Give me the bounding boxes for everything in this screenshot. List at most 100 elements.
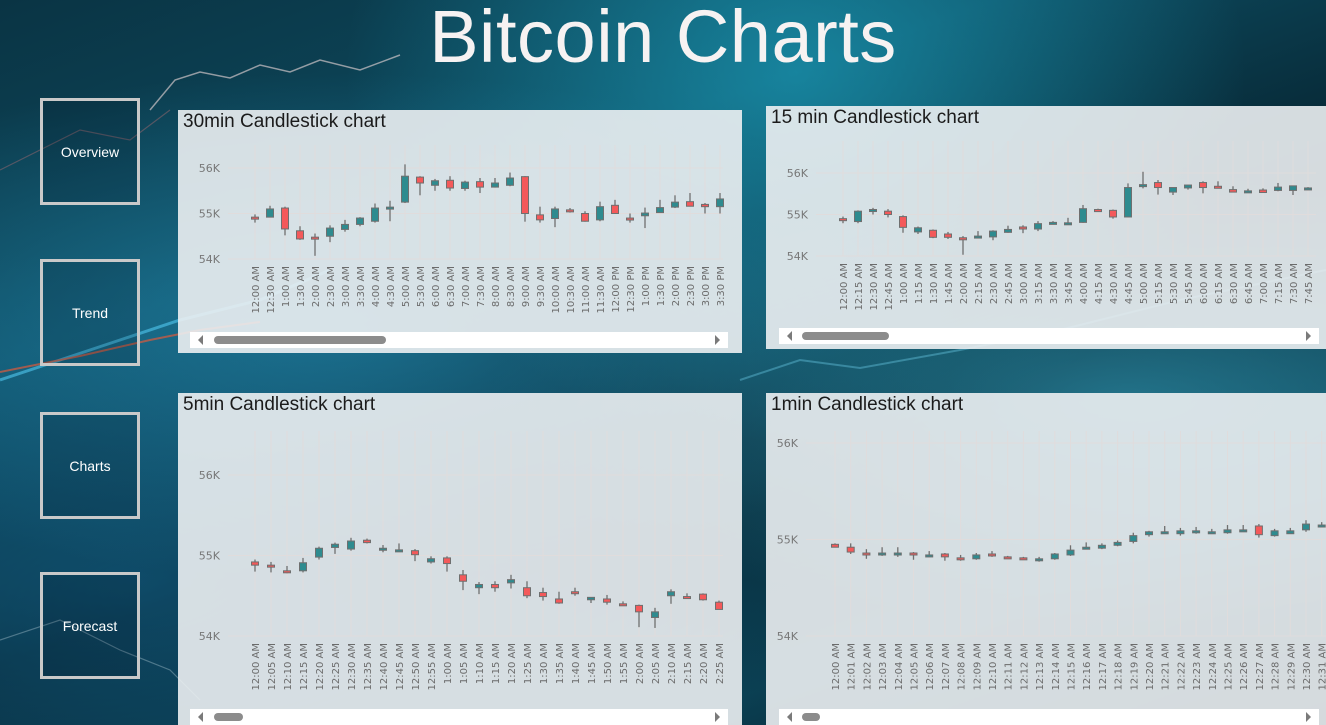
candle bbox=[1274, 186, 1282, 191]
svg-text:12:45 AM: 12:45 AM bbox=[884, 263, 895, 310]
candlestick-chart-15min[interactable]: 54K 55K 56K 12:00 AM 12:15 AM 12:30 AM 12:45 A… bbox=[766, 106, 1326, 349]
candle bbox=[427, 558, 435, 563]
candle bbox=[839, 218, 847, 222]
svg-text:55K: 55K bbox=[787, 209, 809, 222]
candle bbox=[401, 175, 409, 203]
candle bbox=[716, 198, 724, 208]
candlestick-chart-5min[interactable]: 54K 55K 56K 12:00 AM 12:05 AM 12:10 AM 12:15 A… bbox=[178, 393, 742, 725]
candle bbox=[656, 207, 664, 214]
chart-panel-1min: 54K 55K 56K 12:00 AM 12:01 AM 12:02 AM 12:03 A… bbox=[766, 393, 1326, 725]
horizontal-scrollbar[interactable] bbox=[779, 328, 1319, 344]
svg-text:1:00 AM: 1:00 AM bbox=[281, 266, 292, 307]
svg-text:4:00 AM: 4:00 AM bbox=[371, 266, 382, 307]
nav-button-trend[interactable]: Trend bbox=[40, 259, 140, 366]
svg-text:12:55 AM: 12:55 AM bbox=[427, 643, 438, 690]
horizontal-scrollbar[interactable] bbox=[190, 332, 728, 348]
candle bbox=[854, 210, 862, 223]
svg-text:1:10 AM: 1:10 AM bbox=[475, 643, 486, 684]
svg-text:12:16 AM: 12:16 AM bbox=[1082, 643, 1093, 690]
candle bbox=[1259, 189, 1267, 194]
candle bbox=[411, 550, 419, 556]
svg-text:12:30 PM: 12:30 PM bbox=[626, 266, 637, 313]
candle bbox=[581, 213, 589, 222]
horizontal-scrollbar[interactable] bbox=[190, 709, 728, 725]
candle bbox=[379, 547, 387, 551]
horizontal-scrollbar[interactable] bbox=[779, 709, 1319, 725]
scroll-right-icon[interactable] bbox=[1306, 712, 1311, 722]
candle bbox=[893, 552, 902, 556]
candle bbox=[476, 181, 484, 188]
svg-text:2:30 PM: 2:30 PM bbox=[686, 266, 697, 306]
candle bbox=[1286, 530, 1295, 535]
candle bbox=[1270, 530, 1279, 537]
candle bbox=[603, 598, 611, 603]
candle bbox=[523, 587, 531, 597]
nav-button-overview[interactable]: Overview bbox=[40, 98, 140, 205]
candle bbox=[416, 176, 424, 184]
candle bbox=[507, 579, 515, 584]
svg-text:12:30 AM: 12:30 AM bbox=[869, 263, 880, 310]
scroll-left-icon[interactable] bbox=[787, 331, 792, 341]
scroll-left-icon[interactable] bbox=[198, 712, 203, 722]
scroll-thumb[interactable] bbox=[214, 713, 243, 721]
candle bbox=[267, 564, 275, 568]
candle bbox=[1145, 531, 1153, 536]
svg-text:2:00 PM: 2:00 PM bbox=[671, 266, 682, 306]
svg-text:2:20 AM: 2:20 AM bbox=[699, 643, 710, 684]
candle bbox=[899, 216, 907, 228]
candle bbox=[1049, 221, 1057, 225]
scroll-thumb[interactable] bbox=[802, 713, 820, 721]
scroll-left-icon[interactable] bbox=[198, 335, 203, 345]
candle bbox=[251, 561, 259, 566]
candle bbox=[459, 574, 467, 582]
svg-text:3:30 AM: 3:30 AM bbox=[356, 266, 367, 307]
svg-text:54K: 54K bbox=[199, 630, 221, 643]
svg-text:10:00 AM: 10:00 AM bbox=[551, 266, 562, 313]
chart-title: 30min Candlestick chart bbox=[183, 111, 386, 132]
svg-text:12:45 AM: 12:45 AM bbox=[395, 643, 406, 690]
candle bbox=[1019, 557, 1028, 561]
svg-text:12:09 AM: 12:09 AM bbox=[972, 643, 983, 690]
svg-text:7:30 AM: 7:30 AM bbox=[1289, 263, 1300, 304]
candle bbox=[1223, 529, 1232, 534]
svg-text:12:21 AM: 12:21 AM bbox=[1161, 643, 1172, 690]
candle bbox=[1066, 549, 1075, 556]
candle bbox=[944, 233, 952, 238]
candle bbox=[566, 209, 574, 213]
scroll-thumb[interactable] bbox=[802, 332, 889, 340]
svg-text:2:45 AM: 2:45 AM bbox=[1004, 263, 1015, 304]
candle bbox=[461, 181, 469, 189]
candlestick-chart-30min[interactable]: 54K 55K 56K 12:00 AM 12:30 AM 1:00 AM 1:30 AM 2… bbox=[178, 110, 742, 353]
nav-button-forecast[interactable]: Forecast bbox=[40, 572, 140, 679]
candle bbox=[929, 229, 937, 238]
candle bbox=[959, 237, 967, 241]
candle bbox=[1169, 187, 1177, 193]
candle bbox=[356, 217, 364, 225]
scroll-thumb[interactable] bbox=[214, 336, 386, 344]
candle bbox=[491, 182, 499, 188]
scroll-right-icon[interactable] bbox=[715, 335, 720, 345]
candle bbox=[475, 583, 483, 589]
svg-text:56K: 56K bbox=[199, 162, 221, 175]
svg-text:12:04 AM: 12:04 AM bbox=[894, 643, 905, 690]
svg-text:12:20 AM: 12:20 AM bbox=[315, 643, 326, 690]
scroll-right-icon[interactable] bbox=[715, 712, 720, 722]
candle bbox=[611, 204, 619, 214]
candle bbox=[371, 207, 379, 222]
scroll-right-icon[interactable] bbox=[1306, 331, 1311, 341]
candle bbox=[1154, 182, 1162, 189]
chart-panel-5min: 54K 55K 56K 12:00 AM 12:05 AM 12:10 AM 12:15 A… bbox=[178, 393, 742, 725]
candle bbox=[1192, 530, 1201, 534]
candle bbox=[443, 557, 451, 565]
svg-text:12:07 AM: 12:07 AM bbox=[941, 643, 952, 690]
svg-text:12:00 AM: 12:00 AM bbox=[251, 266, 262, 313]
svg-text:12:30 AM: 12:30 AM bbox=[1302, 643, 1313, 690]
svg-text:12:14 AM: 12:14 AM bbox=[1051, 643, 1062, 690]
svg-text:7:30 AM: 7:30 AM bbox=[476, 266, 487, 307]
nav-button-charts[interactable]: Charts bbox=[40, 412, 140, 519]
scroll-left-icon[interactable] bbox=[787, 712, 792, 722]
candle bbox=[431, 180, 439, 186]
candle bbox=[701, 203, 709, 208]
candlestick-chart-1min[interactable]: 54K 55K 56K 12:00 AM 12:01 AM 12:02 AM 12:03 A… bbox=[766, 393, 1326, 725]
svg-text:7:00 AM: 7:00 AM bbox=[461, 266, 472, 307]
